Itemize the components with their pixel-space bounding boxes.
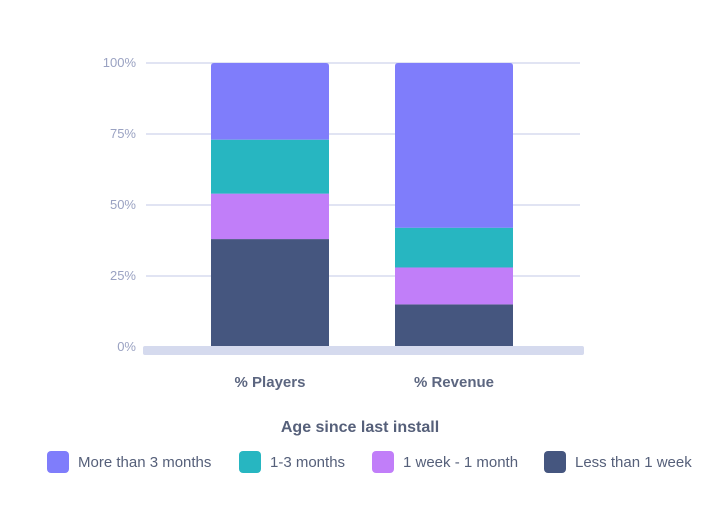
legend-label: 1 week - 1 month <box>403 454 518 471</box>
x-tick-label: % Revenue <box>414 374 494 391</box>
bar-segment <box>395 304 513 347</box>
x-axis-baseline <box>143 346 584 355</box>
legend-swatch <box>544 451 566 473</box>
legend-item: Less than 1 week <box>544 451 692 473</box>
x-axis-tick-labels: % Players % Revenue <box>235 374 494 391</box>
y-axis-tick-labels: 0% 25% 50% 75% 100% <box>103 55 137 354</box>
legend-title: Age since last install <box>281 419 439 436</box>
bar-segment <box>395 267 513 305</box>
bar-segment <box>211 63 329 140</box>
bar-segment <box>395 227 513 268</box>
y-tick-label: 100% <box>103 55 137 70</box>
bar-segment <box>211 193 329 240</box>
legend-label: 1-3 months <box>270 454 345 471</box>
bar-segment <box>395 63 513 228</box>
legend-item: More than 3 months <box>47 451 211 473</box>
legend-label: Less than 1 week <box>575 454 692 471</box>
legend-item: 1 week - 1 month <box>372 451 518 473</box>
legend-item: 1-3 months <box>239 451 345 473</box>
bars <box>211 63 513 347</box>
bar-segment <box>211 239 329 347</box>
legend: More than 3 months 1-3 months 1 week - 1 m… <box>47 451 692 473</box>
bar-segment <box>211 139 329 194</box>
x-tick-label: % Players <box>235 374 306 391</box>
legend-swatch <box>372 451 394 473</box>
y-tick-label: 25% <box>110 268 136 283</box>
y-tick-label: 50% <box>110 197 136 212</box>
legend-swatch <box>47 451 69 473</box>
legend-swatch <box>239 451 261 473</box>
y-tick-label: 75% <box>110 126 136 141</box>
legend-label: More than 3 months <box>78 454 211 471</box>
y-tick-label: 0% <box>117 339 136 354</box>
